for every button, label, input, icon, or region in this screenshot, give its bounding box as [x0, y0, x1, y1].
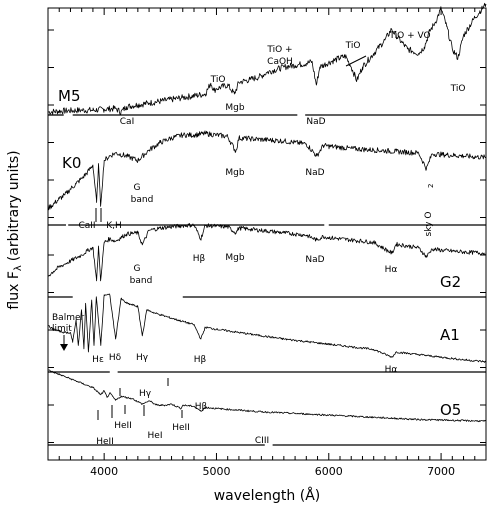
- annotation-label: G: [134, 183, 141, 193]
- annotation-label: 2: [427, 184, 435, 188]
- annotation-label: HeII: [114, 421, 132, 431]
- spectrum-line-g2: [48, 223, 487, 282]
- annotation-label: Hγ: [136, 353, 149, 363]
- spectrum-line-m5: [48, 2, 487, 115]
- x-axis-label: wavelength (Å): [214, 487, 321, 504]
- annotation-label: limit: [52, 324, 72, 334]
- spectra-lines: [47, 2, 487, 423]
- annotation-label: Hα: [385, 265, 398, 275]
- series-label-m5: M5: [58, 87, 81, 105]
- x-tick-label: 4000: [90, 465, 118, 478]
- annotation-label: HeII: [172, 423, 190, 433]
- annotation-label: TiO: [450, 84, 466, 94]
- annotation-label: K,H: [106, 221, 122, 231]
- annotation-label: Hβ: [193, 254, 206, 264]
- annotation-label: TiO: [345, 41, 361, 51]
- series-label-a1: A1: [440, 326, 460, 344]
- annotation-label: Mgb: [225, 253, 244, 263]
- annotation-label: HeI: [148, 431, 163, 441]
- annotation-label: NaD: [306, 117, 325, 127]
- x-tick-label: 6000: [315, 465, 343, 478]
- annotation-label: Mgb: [225, 168, 244, 178]
- annotation-label: band: [130, 276, 153, 286]
- annotation-marks: [60, 55, 367, 420]
- annotation-label: Hβ: [195, 402, 208, 412]
- balmer-limit-arrowhead: [60, 344, 68, 351]
- annotation-label: G: [134, 264, 141, 274]
- annotation-label: TiO + VO: [388, 31, 430, 41]
- annotation-label: Hα: [385, 365, 398, 375]
- annotation-label: Balmer: [52, 313, 84, 323]
- annotation-label: CaII: [78, 221, 95, 231]
- y-axis-label: flux Fλ(arbitrary units): [6, 150, 24, 309]
- y-axis-ticks: [48, 29, 486, 443]
- annotation-label: Hδ: [109, 353, 122, 363]
- annotation-label: band: [131, 195, 154, 205]
- annotation-label: Mgb: [225, 103, 244, 113]
- annotation-label: TiO: [210, 75, 226, 85]
- annotation-label: CaI: [120, 117, 134, 127]
- series-label-o5: O5: [440, 401, 461, 419]
- annotation-label: CIII: [255, 436, 269, 446]
- annotation-label: TiO +: [266, 45, 292, 55]
- spectrum-line-a1: [47, 293, 487, 363]
- series-label-g2: G2: [440, 273, 461, 291]
- annotation-tick: [345, 55, 367, 67]
- y-axis-label-units: (arbitrary units): [6, 150, 22, 261]
- x-axis-ticks: 4000 5000 6000 7000: [58, 8, 487, 478]
- annotation-label: NaD: [305, 255, 324, 265]
- y-axis-label-subscript: λ: [13, 265, 24, 271]
- feature-annotations: TiO TiO + CaOH TiO TiO + VO TiO CaI Mgb NaD Gband…: [52, 31, 465, 447]
- annotation-label: Hβ: [194, 355, 207, 365]
- annotation-label: Hγ: [139, 389, 152, 399]
- annotation-label: NaD: [305, 168, 324, 178]
- x-tick-label: 5000: [202, 465, 230, 478]
- zero-lines: [48, 114, 486, 446]
- annotation-label: sky O: [424, 212, 434, 237]
- series-label-k0: K0: [62, 154, 81, 172]
- plot-frame: [47, 7, 487, 461]
- spectrum-line-k0: [47, 130, 487, 211]
- annotation-label: Hε: [92, 355, 104, 365]
- x-tick-label: 7000: [427, 465, 455, 478]
- annotation-label: HeII: [96, 437, 114, 447]
- annotation-label: CaOH: [267, 57, 293, 67]
- spectrum-line-o5: [48, 369, 487, 423]
